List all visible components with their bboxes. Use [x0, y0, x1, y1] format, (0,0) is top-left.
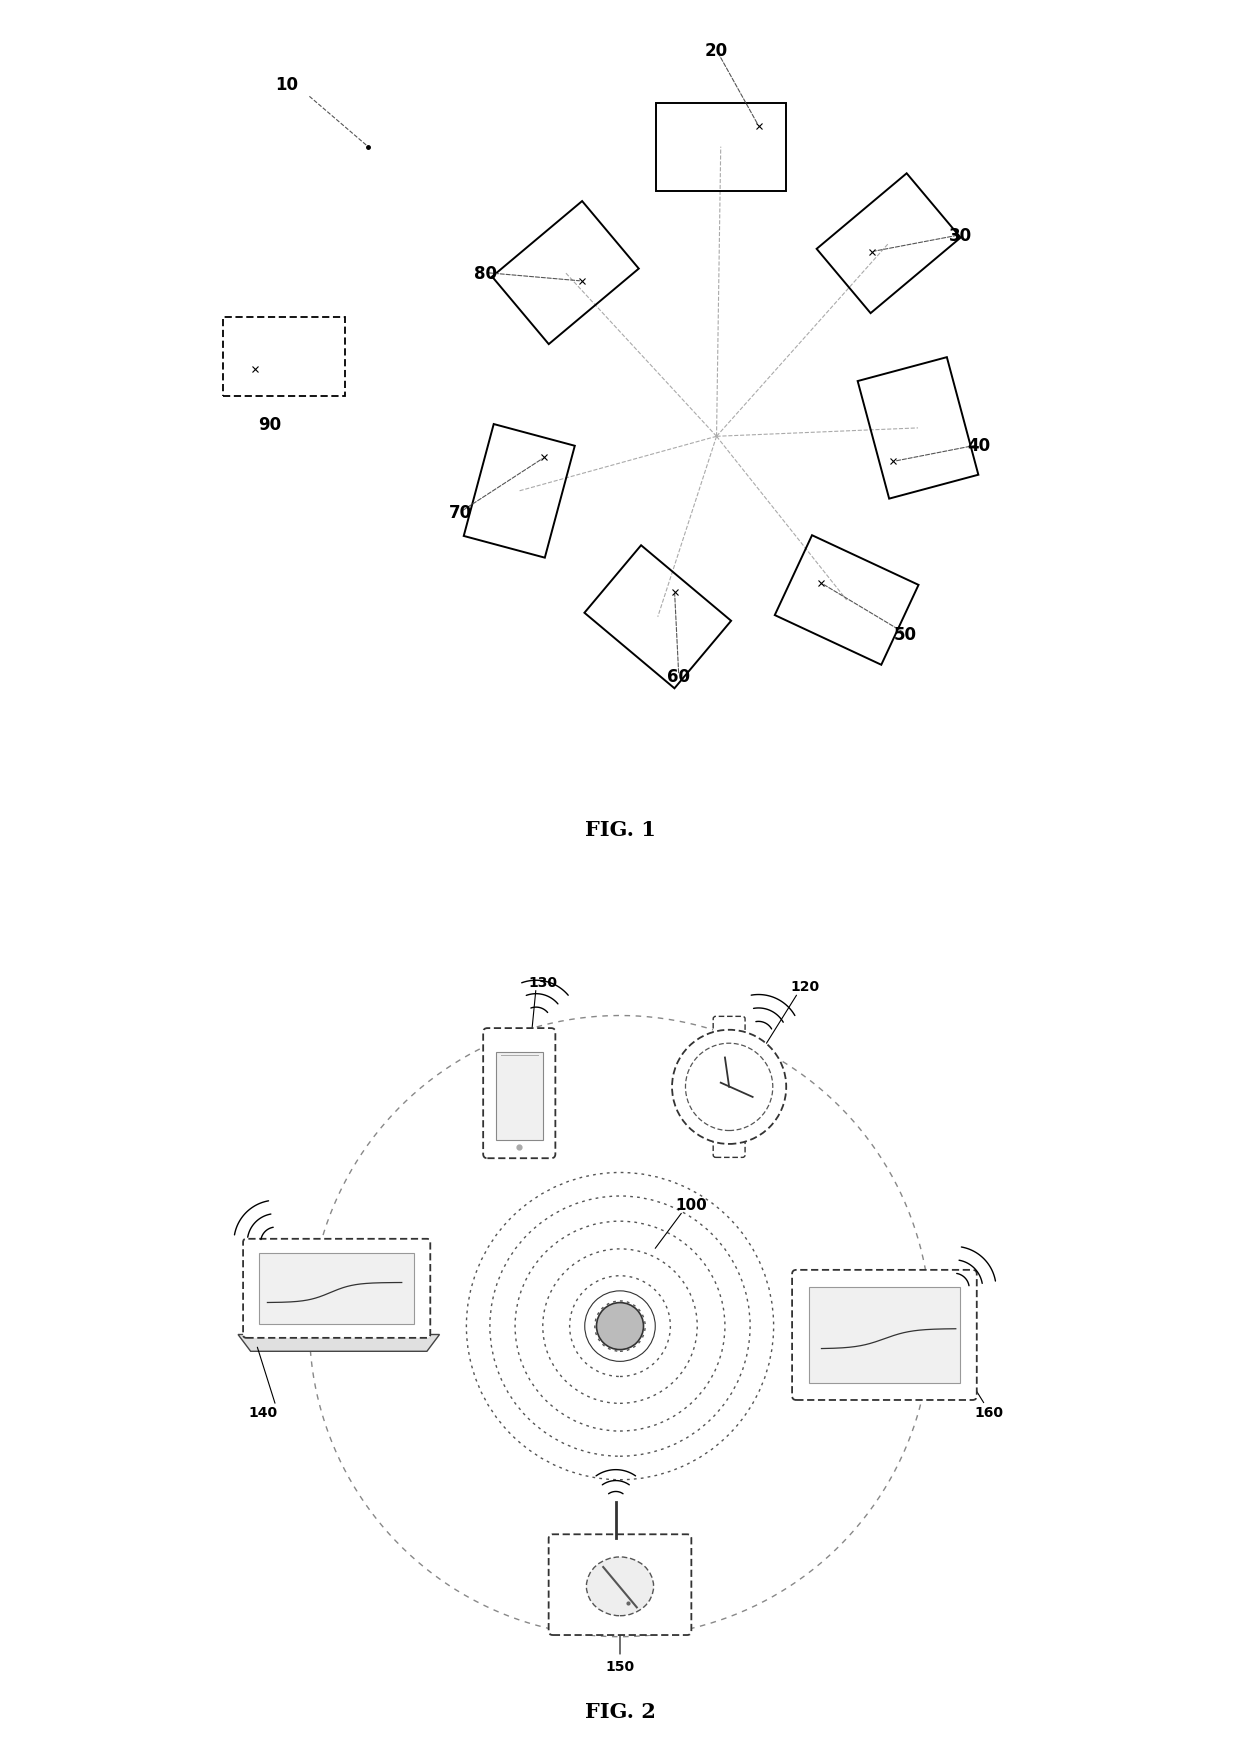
FancyBboxPatch shape — [713, 1130, 745, 1158]
Text: 20: 20 — [706, 42, 728, 60]
Ellipse shape — [587, 1557, 653, 1616]
Bar — [259, 1253, 414, 1325]
Text: 100: 100 — [676, 1197, 707, 1213]
Text: FIG. 2: FIG. 2 — [584, 1701, 656, 1720]
Text: 130: 130 — [528, 976, 557, 990]
Circle shape — [596, 1302, 644, 1350]
Text: 30: 30 — [949, 226, 972, 244]
FancyBboxPatch shape — [792, 1271, 977, 1400]
Bar — [808, 1286, 960, 1383]
Text: 140: 140 — [249, 1406, 278, 1420]
Text: FIG. 1: FIG. 1 — [584, 820, 656, 839]
Text: 40: 40 — [967, 437, 990, 455]
Circle shape — [672, 1030, 786, 1144]
Text: 60: 60 — [667, 667, 691, 684]
FancyBboxPatch shape — [713, 1016, 745, 1044]
FancyBboxPatch shape — [484, 1028, 556, 1158]
Text: 80: 80 — [474, 265, 497, 283]
Text: 50: 50 — [894, 625, 916, 642]
Polygon shape — [238, 1336, 439, 1351]
Bar — [496, 1051, 543, 1141]
Text: 150: 150 — [605, 1658, 635, 1673]
Text: 70: 70 — [449, 504, 472, 521]
Text: 10: 10 — [275, 75, 299, 93]
Text: 90: 90 — [258, 416, 281, 433]
Text: 120: 120 — [790, 979, 820, 993]
FancyBboxPatch shape — [548, 1534, 692, 1636]
Text: 160: 160 — [975, 1406, 1004, 1420]
FancyBboxPatch shape — [243, 1239, 430, 1337]
